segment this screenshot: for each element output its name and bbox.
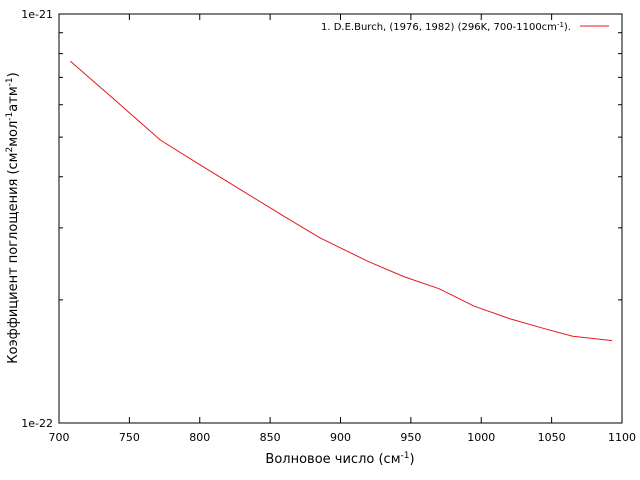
legend-label: 1. D.E.Burch, (1976, 1982) (296K, 700-11… (321, 21, 571, 33)
x-tick-label: 950 (400, 431, 421, 444)
x-axis-title: Волновое число (см-1) (265, 451, 414, 467)
x-tick-label: 750 (119, 431, 140, 444)
x-axis-ticks: 700 750 800 850 900 950 1000 1050 1100 (49, 14, 636, 444)
plot-frame (58, 13, 623, 424)
x-tick-label: 900 (330, 431, 351, 444)
y-tick-label-top: 1e-21 (21, 8, 53, 21)
x-tick-label: 1000 (467, 431, 495, 444)
x-tick-label: 850 (260, 431, 281, 444)
y-axis-ticks (59, 13, 622, 424)
x-tick-label: 800 (189, 431, 210, 444)
legend: 1. D.E.Burch, (1976, 1982) (296K, 700-11… (321, 21, 609, 33)
y-tick-label-bottom: 1e-22 (21, 417, 53, 430)
x-tick-label: 700 (49, 431, 70, 444)
x-tick-label: 1100 (608, 431, 636, 444)
y-axis-title: Коэффициент поглощения (см2мол-1атм-1) (5, 72, 21, 363)
x-tick-label: 1050 (538, 431, 566, 444)
series-line (69, 60, 613, 342)
